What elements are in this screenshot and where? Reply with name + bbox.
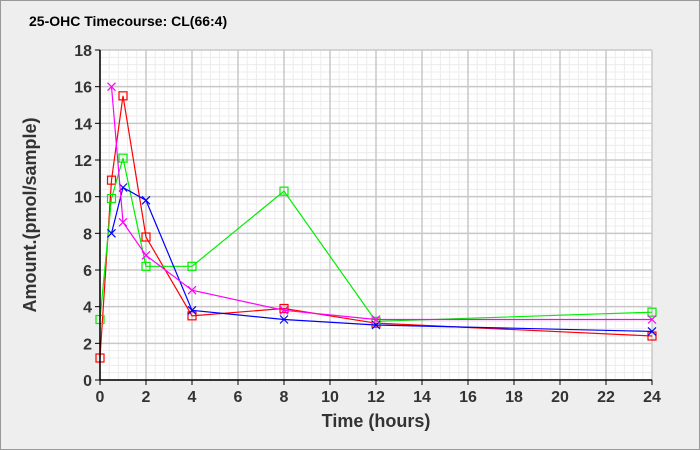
y-tick-label: 6 bbox=[83, 263, 92, 280]
x-tick-label: 2 bbox=[142, 389, 151, 406]
green-data-point bbox=[647, 307, 657, 317]
y-axis-label: Amount.(pmol/sample) bbox=[20, 117, 40, 312]
blue-data-point bbox=[107, 228, 116, 238]
magenta-data-point bbox=[107, 82, 116, 92]
magenta-data-point bbox=[187, 285, 197, 295]
x-tick-label: 18 bbox=[505, 389, 523, 406]
chart-title: 25-OHC Timecourse: CL(66:4) bbox=[29, 13, 227, 29]
y-tick-label: 8 bbox=[83, 226, 92, 243]
red-data-point bbox=[118, 91, 128, 101]
y-tick-label: 16 bbox=[74, 80, 92, 97]
x-tick-label: 0 bbox=[96, 389, 105, 406]
blue-data-point bbox=[187, 305, 197, 315]
y-tick-label: 14 bbox=[74, 116, 92, 133]
blue-data-point bbox=[279, 315, 289, 324]
x-tick-label: 10 bbox=[321, 389, 339, 406]
x-tick-label: 20 bbox=[551, 389, 569, 406]
x-tick-label: 14 bbox=[413, 389, 431, 406]
y-tick-label: 18 bbox=[74, 43, 92, 60]
magenta-data-point bbox=[371, 315, 381, 324]
magenta-data-point bbox=[647, 315, 657, 324]
red-series-line bbox=[99, 95, 653, 359]
y-tick-label: 12 bbox=[74, 153, 92, 170]
x-tick-label: 12 bbox=[367, 389, 385, 406]
x-tick-label: 8 bbox=[280, 389, 289, 406]
green-data-point bbox=[187, 261, 197, 271]
green-data-point bbox=[106, 193, 117, 204]
y-tick-label: 10 bbox=[74, 190, 92, 207]
x-tick-label: 6 bbox=[234, 389, 243, 406]
green-data-point bbox=[279, 186, 289, 196]
magenta-data-point bbox=[279, 305, 289, 315]
y-tick-label: 0 bbox=[83, 373, 92, 390]
green-data-point bbox=[141, 261, 151, 271]
green-data-point bbox=[118, 153, 128, 163]
x-tick-label: 22 bbox=[597, 389, 615, 406]
blue-data-point bbox=[141, 195, 151, 205]
x-tick-label: 4 bbox=[188, 389, 197, 406]
x-tick-label: 24 bbox=[643, 389, 661, 406]
green-series-line bbox=[99, 158, 653, 322]
blue-data-point bbox=[647, 326, 657, 336]
y-tick-label: 2 bbox=[83, 336, 92, 353]
x-tick-label: 16 bbox=[459, 389, 477, 406]
magenta-data-point bbox=[118, 217, 128, 227]
red-data-point bbox=[141, 232, 151, 242]
red-data-point bbox=[106, 175, 117, 185]
magenta-data-point bbox=[141, 250, 151, 260]
x-axis-label: Time (hours) bbox=[322, 411, 431, 431]
red-data-point bbox=[187, 311, 197, 321]
y-tick-label: 4 bbox=[83, 300, 92, 317]
red-data-point bbox=[279, 303, 289, 314]
